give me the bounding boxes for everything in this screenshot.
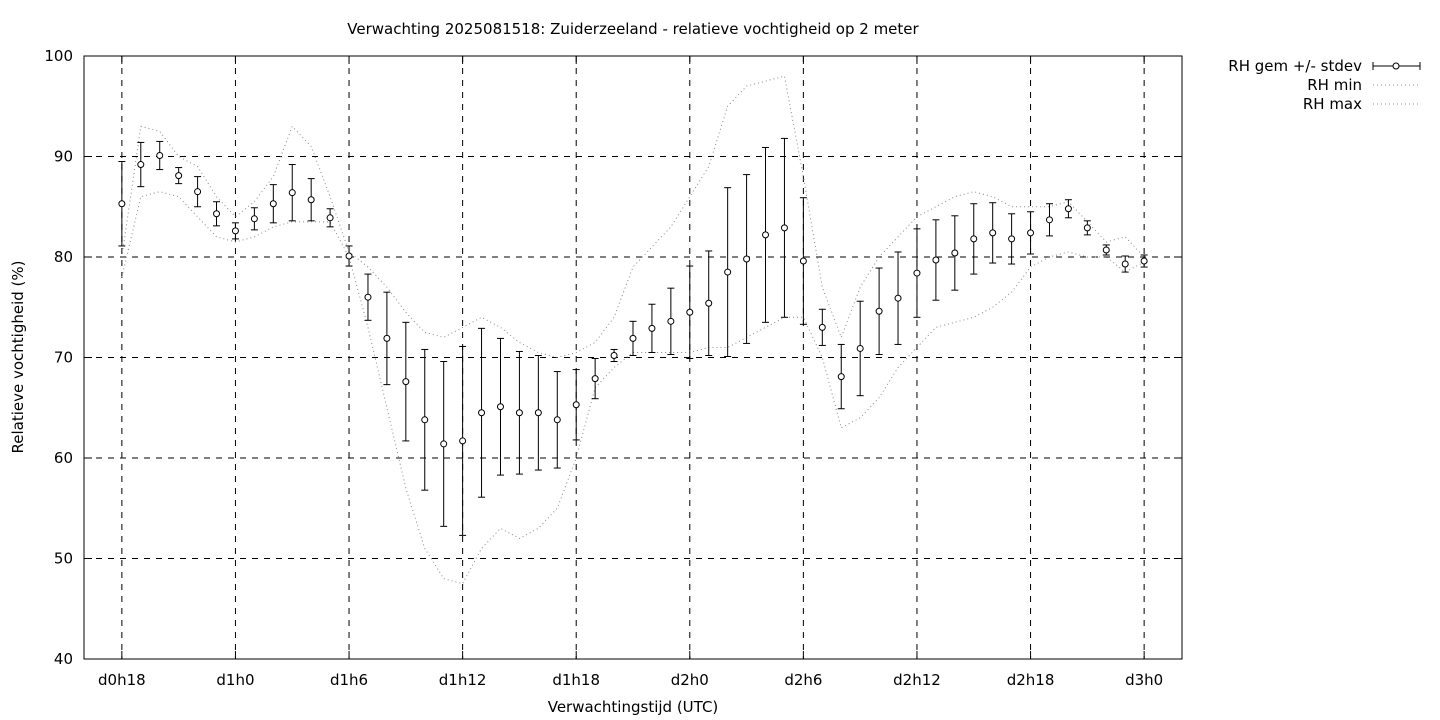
data-point	[515, 409, 523, 417]
x-tick-label: d0h18	[98, 671, 146, 689]
data-point	[970, 235, 978, 243]
data-point	[1008, 235, 1016, 243]
x-tick-label: d2h0	[671, 671, 709, 689]
y-axis-ticks: 40 50 60 70 80 90 100	[44, 47, 1182, 668]
data-point	[421, 416, 429, 424]
plot-frame	[83, 55, 1183, 660]
data-point	[194, 188, 202, 196]
y-tick-label: 40	[54, 650, 73, 668]
data-point	[648, 324, 656, 332]
data-point	[364, 293, 372, 301]
data-point	[951, 249, 959, 257]
legend-label: RH min	[1307, 76, 1362, 94]
data-point	[743, 255, 751, 263]
data-point	[1083, 224, 1091, 232]
y-tick-label: 70	[54, 349, 73, 367]
data-point	[307, 196, 315, 204]
data-point	[402, 378, 410, 386]
data-point	[610, 351, 618, 359]
data-point	[1064, 205, 1072, 213]
data-point	[667, 317, 675, 325]
data-point	[213, 210, 221, 218]
y-tick-label: 60	[54, 449, 73, 467]
data-point	[137, 161, 145, 169]
x-tick-label: d2h18	[1007, 671, 1055, 689]
data-point	[1140, 257, 1148, 265]
series-line-rh-min	[121, 191, 1145, 585]
data-point	[459, 437, 467, 445]
x-tick-label: d3h0	[1125, 671, 1163, 689]
data-point	[269, 200, 277, 208]
data-point	[913, 269, 921, 277]
data-points	[118, 151, 1148, 448]
data-point	[989, 229, 997, 237]
data-point	[572, 401, 580, 409]
data-point	[496, 403, 504, 411]
x-tick-label: d2h6	[784, 671, 822, 689]
x-tick-label: d2h12	[893, 671, 941, 689]
data-point	[156, 151, 164, 159]
data-point	[591, 375, 599, 383]
data-point	[1045, 216, 1053, 224]
data-point	[534, 409, 542, 417]
data-point	[1027, 229, 1035, 237]
x-tick-label: d1h0	[216, 671, 254, 689]
data-point	[326, 214, 334, 222]
y-axis-label: Relatieve vochtigheid (%)	[9, 260, 27, 453]
x-axis-ticks: d0h18 d1h0 d1h6 d1h12 d1h18 d2h0 d2h6 d2h12 d2h1…	[98, 56, 1163, 689]
data-point	[1121, 260, 1129, 268]
data-point	[837, 373, 845, 381]
legend-label: RH gem +/- stdev	[1228, 57, 1362, 75]
chart-title: Verwachting 2025081518: Zuiderzeeland - …	[347, 20, 919, 38]
legend-swatch-errorbar	[1372, 62, 1421, 70]
y-tick-label: 90	[54, 148, 73, 166]
data-point	[762, 231, 770, 239]
data-point	[856, 344, 864, 352]
data-point	[250, 215, 258, 223]
data-point	[231, 227, 239, 235]
data-point	[799, 257, 807, 265]
grid-lines	[84, 56, 1182, 659]
data-point	[175, 172, 183, 180]
data-point	[478, 409, 486, 417]
y-tick-label: 50	[54, 550, 73, 568]
data-point	[553, 416, 561, 424]
x-axis-label: Verwachtingstijd (UTC)	[548, 698, 719, 716]
data-point	[383, 334, 391, 342]
x-tick-label: d1h6	[330, 671, 368, 689]
data-point	[345, 252, 353, 260]
y-tick-label: 100	[44, 47, 73, 65]
data-point	[818, 323, 826, 331]
data-point	[288, 189, 296, 197]
legend-label: RH max	[1303, 95, 1362, 113]
data-point	[932, 256, 940, 264]
data-point	[118, 200, 126, 208]
data-point	[724, 268, 732, 276]
y-tick-label: 80	[54, 248, 73, 266]
data-point	[875, 307, 883, 315]
x-tick-label: d1h12	[439, 671, 487, 689]
data-point	[686, 308, 694, 316]
data-point	[629, 334, 637, 342]
data-point	[894, 294, 902, 302]
data-point	[780, 224, 788, 232]
x-tick-label: d1h18	[552, 671, 600, 689]
data-point	[705, 299, 713, 307]
data-point	[1102, 246, 1110, 254]
series-line-rh-max	[121, 75, 1145, 359]
data-point	[440, 440, 448, 448]
